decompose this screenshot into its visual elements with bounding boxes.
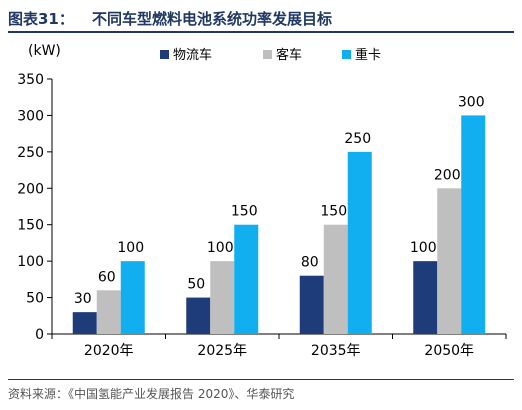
bar-重卡-2035年	[347, 151, 372, 334]
legend-swatch-物流车	[160, 50, 169, 59]
bar-客车-2050年	[437, 188, 462, 334]
bar-物流车-2050年	[413, 261, 438, 334]
legend-label: 客车	[276, 47, 302, 63]
data-label: 150	[320, 204, 347, 220]
bar-客车-2020年	[96, 290, 121, 334]
data-label: 50	[187, 277, 205, 293]
data-label: 80	[301, 255, 319, 271]
y-axis-unit: (kW)	[28, 43, 61, 59]
data-label: 100	[410, 240, 437, 256]
y-tick-label: 150	[17, 218, 44, 234]
bar-物流车-2035年	[299, 275, 324, 334]
data-label: 100	[117, 240, 144, 256]
legend-swatch-客车	[263, 50, 272, 59]
bar-重卡-2020年	[120, 261, 145, 334]
source-note: 资料来源：《中国氢能产业发展报告 2020》、华泰研究	[8, 387, 295, 401]
bar-物流车-2020年	[72, 312, 97, 334]
data-label: 60	[98, 269, 116, 285]
y-tick-label: 50	[26, 291, 44, 307]
x-tick-label: 2025年	[197, 343, 247, 359]
figure-number: 图表31：	[8, 10, 74, 28]
bar-物流车-2025年	[186, 297, 211, 334]
x-tick-label: 2050年	[424, 343, 474, 359]
y-tick-label: 300	[17, 108, 44, 124]
x-tick-label: 2020年	[84, 343, 134, 359]
figure-header: 图表31： 不同车型燃料电池系统功率发展目标	[8, 5, 514, 33]
y-tick-label: 350	[17, 72, 44, 88]
y-tick-label: 100	[17, 254, 44, 270]
data-label: 30	[74, 291, 92, 307]
y-tick-label: 250	[17, 145, 44, 161]
data-label: 100	[207, 240, 234, 256]
bar-客车-2035年	[323, 224, 348, 334]
source-footer: 资料来源：《中国氢能产业发展报告 2020》、华泰研究	[8, 379, 514, 408]
legend-swatch-重卡	[342, 50, 351, 59]
data-label: 150	[231, 204, 258, 220]
y-tick-label: 0	[35, 327, 44, 343]
figure-title: 不同车型燃料电池系统功率发展目标	[92, 10, 333, 28]
data-label: 250	[344, 131, 371, 147]
bar-重卡-2025年	[234, 224, 259, 334]
bar-客车-2025年	[210, 261, 235, 334]
legend-label: 重卡	[355, 47, 381, 63]
bar-重卡-2050年	[461, 115, 486, 334]
legend-label: 物流车	[173, 47, 212, 63]
x-tick-label: 2035年	[311, 343, 361, 359]
data-label: 300	[458, 94, 485, 110]
data-label: 200	[434, 167, 461, 183]
y-tick-label: 200	[17, 181, 44, 197]
